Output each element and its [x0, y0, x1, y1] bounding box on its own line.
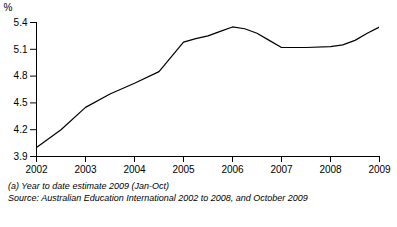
svg-text:2003: 2003: [74, 164, 97, 175]
svg-text:%: %: [4, 2, 13, 13]
svg-text:2002: 2002: [25, 164, 48, 175]
svg-text:5.1: 5.1: [14, 44, 28, 55]
html-text:Source: Australian Education I: Source: Australian Education Internation…: [8, 193, 308, 203]
svg-text:2008: 2008: [319, 164, 342, 175]
html-text:(a) Year to date estimate 2009: (a) Year to date estimate 2009 (Jan-Oct): [8, 181, 169, 191]
svg-text:5.4: 5.4: [14, 17, 28, 28]
svg-text:2007: 2007: [270, 164, 293, 175]
svg-text:2005: 2005: [172, 164, 195, 175]
svg-text:2006: 2006: [221, 164, 244, 175]
svg-text:4.8: 4.8: [14, 70, 28, 81]
svg-text:4.2: 4.2: [14, 124, 28, 135]
svg-text:4.5: 4.5: [14, 97, 28, 108]
svg-text:2009: 2009: [368, 164, 391, 175]
svg-text:2004: 2004: [123, 164, 146, 175]
svg-text:3.9: 3.9: [14, 151, 28, 162]
